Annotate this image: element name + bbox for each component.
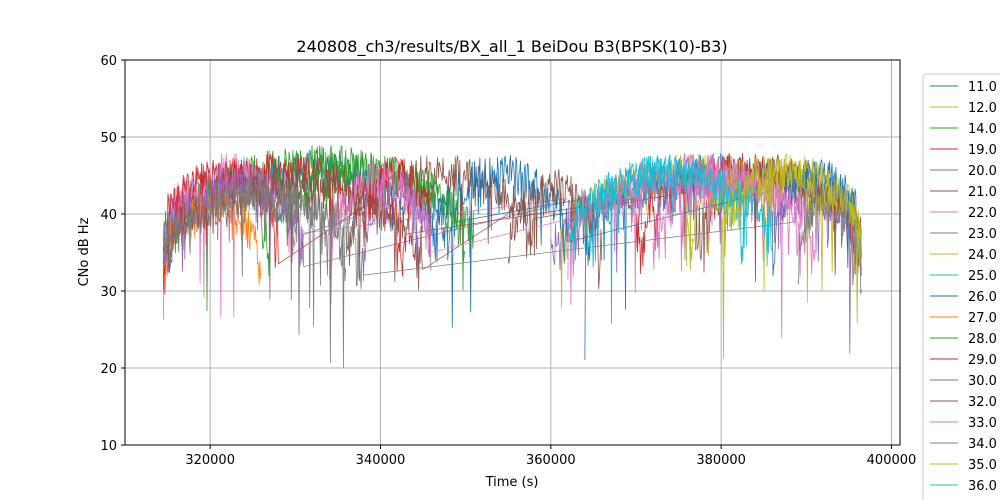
legend-entry-34.0: 34.0 bbox=[930, 437, 997, 452]
series-34.0-trace bbox=[162, 175, 364, 369]
legend-label: 25.0 bbox=[968, 269, 997, 284]
legend-label: 28.0 bbox=[968, 332, 997, 347]
legend-entry-27.0: 27.0 bbox=[930, 311, 997, 326]
legend-label: 29.0 bbox=[968, 353, 997, 368]
series-30.0-trace bbox=[363, 170, 432, 282]
legend-label: 34.0 bbox=[968, 437, 997, 452]
series-36.0 bbox=[567, 155, 773, 324]
series-33.0-trace bbox=[329, 160, 432, 304]
legend-entry-24.0: 24.0 bbox=[930, 248, 997, 263]
y-tick-label: 60 bbox=[100, 54, 117, 69]
plot-frame bbox=[124, 59, 901, 446]
y-tick-label: 30 bbox=[100, 285, 117, 300]
legend-entry-35.0: 35.0 bbox=[930, 458, 997, 473]
legend-entry-26.0: 26.0 bbox=[930, 290, 997, 305]
legend-entry-23.0: 23.0 bbox=[930, 227, 997, 242]
series-26.0-trace bbox=[431, 154, 568, 328]
x-tick-label: 360000 bbox=[526, 453, 576, 468]
legend-label: 19.0 bbox=[968, 143, 997, 158]
legend-label: 32.0 bbox=[968, 395, 997, 410]
legend-entry-36.0: 36.0 bbox=[930, 479, 997, 494]
series-32.0-trace bbox=[507, 169, 603, 290]
x-axis-label: Time (s) bbox=[485, 475, 539, 490]
legend-entry-14.0: 14.0 bbox=[930, 122, 997, 137]
legend-label: 35.0 bbox=[968, 458, 997, 473]
y-axis-label: CNo dB Hz bbox=[77, 217, 92, 286]
legend-label: 33.0 bbox=[968, 416, 997, 431]
x-axis-ticks: 320000 340000 360000 380000 400000 bbox=[185, 445, 916, 468]
series-36.0-trace bbox=[567, 155, 773, 324]
x-tick-label: 400000 bbox=[867, 453, 917, 468]
legend-entry-25.0: 25.0 bbox=[930, 269, 997, 284]
series-21.0-trace bbox=[346, 155, 534, 267]
legend-label: 27.0 bbox=[968, 311, 997, 326]
series-33.0-gap-line bbox=[431, 198, 654, 253]
legend-frame bbox=[922, 73, 1000, 500]
legend-entry-22.0: 22.0 bbox=[930, 206, 997, 221]
legend: 11.0 12.0 14.0 19.0 20.0 21.0 22.0 23.0 24.0 25.0… bbox=[922, 73, 1000, 500]
series-32.0-gap-line bbox=[422, 213, 509, 270]
legend-label: 36.0 bbox=[968, 479, 997, 494]
series-33.0-trace bbox=[652, 162, 816, 275]
legend-label: 30.0 bbox=[968, 374, 997, 389]
legend-entry-33.0: 33.0 bbox=[930, 416, 997, 431]
legend-entry-28.0: 28.0 bbox=[930, 332, 997, 347]
chart-title: 240808_ch3/results/BX_all_1 BeiDou B3(BP… bbox=[296, 37, 727, 57]
legend-entry-29.0: 29.0 bbox=[930, 353, 997, 368]
y-tick-label: 10 bbox=[100, 439, 117, 454]
legend-entry-20.0: 20.0 bbox=[930, 164, 997, 179]
y-axis-ticks: 10 20 30 40 50 60 bbox=[100, 54, 125, 454]
legend-label: 12.0 bbox=[968, 101, 997, 116]
series-35.0-trace bbox=[720, 155, 862, 359]
y-tick-label: 50 bbox=[100, 131, 117, 146]
x-tick-label: 340000 bbox=[356, 453, 406, 468]
legend-entry-21.0: 21.0 bbox=[930, 185, 997, 200]
series-35.0 bbox=[720, 155, 862, 359]
y-tick-label: 40 bbox=[100, 208, 117, 223]
legend-label: 11.0 bbox=[968, 80, 997, 95]
legend-label: 22.0 bbox=[968, 206, 997, 221]
legend-label: 14.0 bbox=[968, 122, 997, 137]
legend-entry-32.0: 32.0 bbox=[930, 395, 997, 410]
legend-label: 23.0 bbox=[968, 227, 997, 242]
series-layer bbox=[162, 145, 862, 369]
series-33.0 bbox=[329, 160, 816, 304]
x-tick-label: 320000 bbox=[185, 453, 235, 468]
legend-entry-12.0: 12.0 bbox=[930, 101, 997, 116]
legend-label: 21.0 bbox=[968, 185, 997, 200]
legend-entry-19.0: 19.0 bbox=[930, 143, 997, 158]
legend-label: 20.0 bbox=[968, 164, 997, 179]
legend-label: 26.0 bbox=[968, 290, 997, 305]
y-tick-label: 20 bbox=[100, 362, 117, 377]
x-tick-label: 380000 bbox=[696, 453, 746, 468]
legend-entry-30.0: 30.0 bbox=[930, 374, 997, 389]
legend-label: 24.0 bbox=[968, 248, 997, 263]
legend-entry-11.0: 11.0 bbox=[930, 80, 997, 95]
